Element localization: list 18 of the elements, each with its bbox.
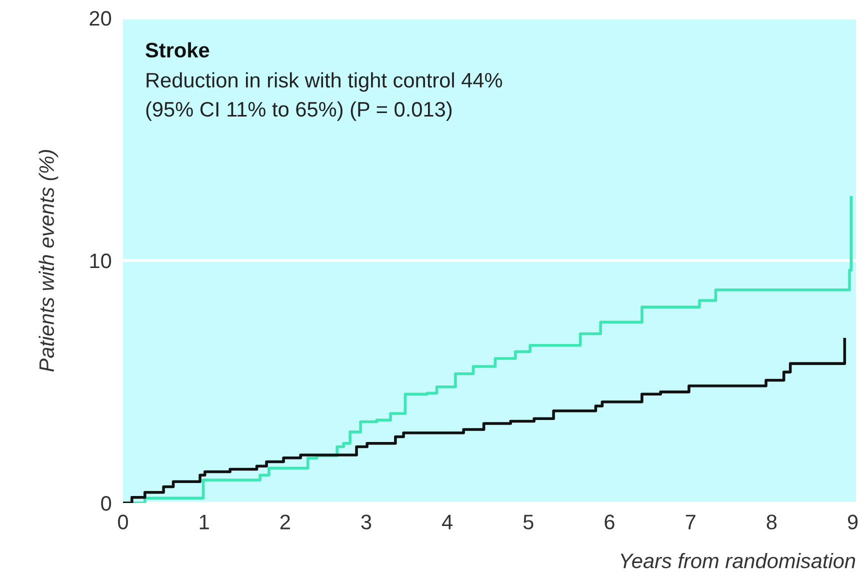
x-tick-label: 3 — [361, 514, 372, 530]
x-tick-label: 0 — [118, 514, 128, 530]
annotation: Reduction in risk with tight control 44% — [146, 72, 502, 92]
annotation: (95% CI 11% to 65%) (P = 0.013) — [146, 101, 452, 121]
y-tick-label: 0 — [101, 496, 112, 511]
x-tick-label: 2 — [280, 514, 290, 530]
y-tick-label: 10 — [90, 254, 112, 268]
x-tick-label: 7 — [686, 514, 696, 530]
x-tick-label: 6 — [604, 514, 614, 530]
y-tick-label: 20 — [90, 11, 112, 26]
x-axis-title: Years from randomisation — [620, 552, 856, 568]
x-tick-label: 9 — [848, 514, 858, 530]
x-tick-label: 5 — [523, 514, 534, 530]
x-tick-label: 8 — [766, 514, 777, 530]
y-axis-title: Patients with events (%) — [38, 150, 58, 372]
x-tick-label: 1 — [200, 514, 209, 530]
text: Stroke — [146, 42, 210, 58]
x-tick-label: 4 — [442, 514, 453, 530]
